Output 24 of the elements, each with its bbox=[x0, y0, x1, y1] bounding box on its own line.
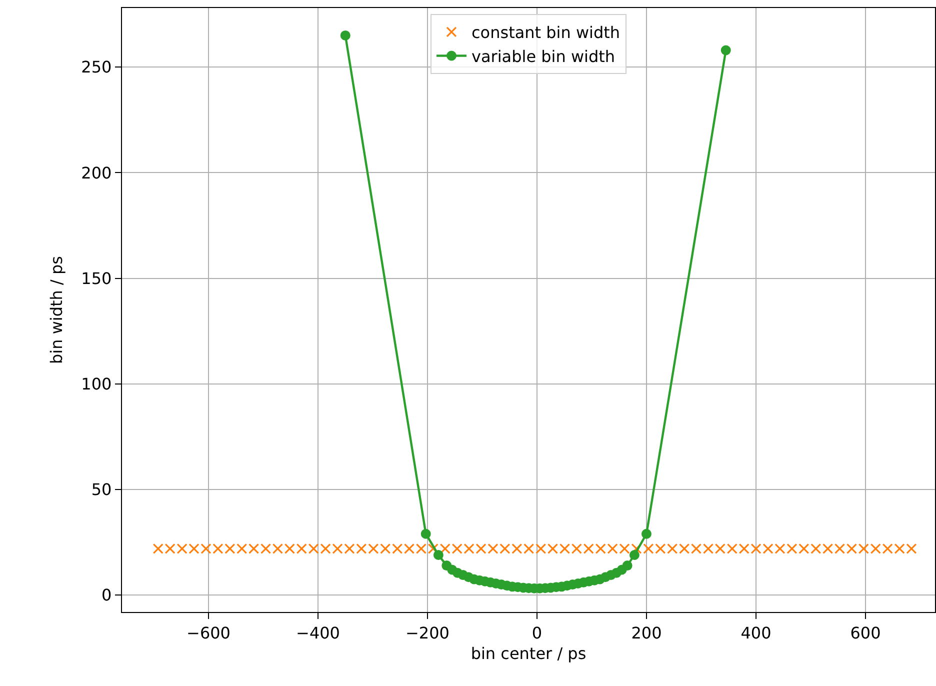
y-tick-label: 50 bbox=[91, 480, 112, 500]
x-tick-label: −200 bbox=[406, 623, 450, 642]
x-tick-label: 200 bbox=[631, 623, 662, 642]
x-tick-label: 400 bbox=[740, 623, 772, 642]
y-tick-label: 150 bbox=[81, 268, 112, 288]
point bbox=[433, 550, 444, 560]
point bbox=[641, 528, 652, 539]
x-tick-label: 600 bbox=[850, 623, 881, 642]
y-tick-label: 250 bbox=[81, 58, 112, 77]
point bbox=[629, 550, 640, 560]
x-axis-title: bin center / ps bbox=[470, 644, 586, 663]
x-tick-label: −400 bbox=[296, 623, 340, 642]
y-tick-label: 0 bbox=[102, 586, 112, 605]
point bbox=[340, 30, 350, 40]
y-tick-label: 200 bbox=[81, 163, 112, 182]
legend-label: constant bin width bbox=[472, 23, 620, 42]
point bbox=[420, 528, 431, 539]
y-axis-title: bin width / ps bbox=[47, 256, 66, 364]
x-tick-label: 0 bbox=[532, 623, 542, 642]
legend-label: variable bin width bbox=[472, 46, 616, 66]
point bbox=[622, 560, 632, 571]
x-tick-label: −600 bbox=[186, 623, 230, 642]
y-tick-label: 100 bbox=[81, 374, 112, 394]
point bbox=[720, 45, 731, 56]
